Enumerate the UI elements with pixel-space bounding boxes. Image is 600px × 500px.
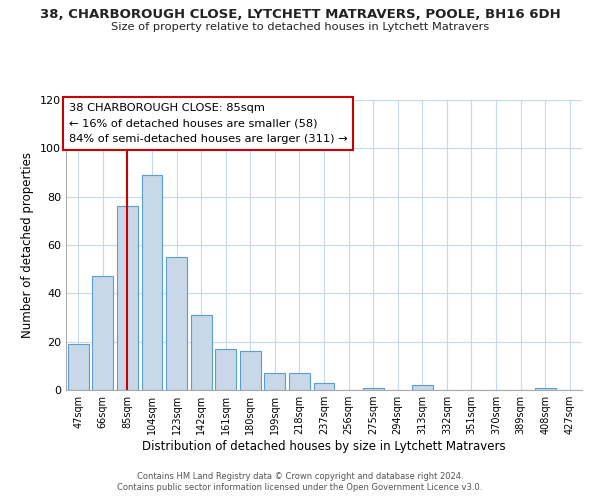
Bar [68,344,89,390]
Bar [362,388,383,390]
Bar [215,349,236,390]
Bar [191,315,212,390]
Bar [166,257,187,390]
Bar [314,383,334,390]
Y-axis label: Number of detached properties: Number of detached properties [22,152,34,338]
Text: 38, CHARBOROUGH CLOSE, LYTCHETT MATRAVERS, POOLE, BH16 6DH: 38, CHARBOROUGH CLOSE, LYTCHETT MATRAVER… [40,8,560,20]
Bar [412,385,433,390]
Bar [240,352,261,390]
Text: Contains HM Land Registry data © Crown copyright and database right 2024.: Contains HM Land Registry data © Crown c… [137,472,463,481]
Bar [92,276,113,390]
X-axis label: Distribution of detached houses by size in Lytchett Matravers: Distribution of detached houses by size … [142,440,506,453]
Text: Size of property relative to detached houses in Lytchett Matravers: Size of property relative to detached ho… [111,22,489,32]
Bar [289,373,310,390]
Bar [117,206,138,390]
Bar [535,388,556,390]
Text: Contains public sector information licensed under the Open Government Licence v3: Contains public sector information licen… [118,484,482,492]
Text: 38 CHARBOROUGH CLOSE: 85sqm
← 16% of detached houses are smaller (58)
84% of sem: 38 CHARBOROUGH CLOSE: 85sqm ← 16% of det… [68,103,347,144]
Bar [265,373,286,390]
Bar [142,175,163,390]
